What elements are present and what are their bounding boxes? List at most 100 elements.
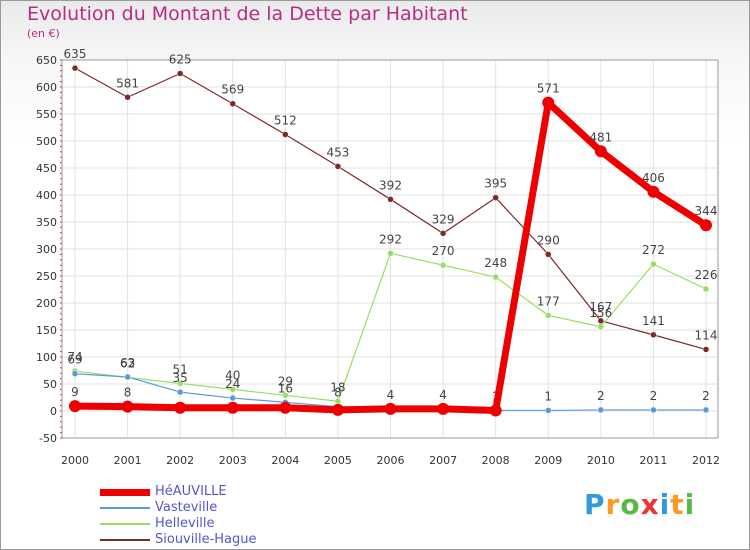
data-point-helleville — [492, 273, 499, 281]
data-label-helleville: 292 — [379, 232, 402, 246]
y-tick-label: 550 — [36, 108, 57, 121]
data-point-helleville — [702, 285, 710, 293]
x-tick-label: 2002 — [166, 454, 194, 467]
data-label-helleville: 270 — [432, 244, 455, 258]
y-tick-label: 200 — [36, 297, 57, 310]
data-point-h-auville — [331, 403, 344, 416]
data-label-vasteville: 69 — [67, 353, 82, 367]
y-tick-label: 300 — [36, 243, 57, 256]
data-point-vasteville — [71, 370, 79, 377]
data-label-helleville: 62 — [120, 357, 135, 371]
data-label-h-auville: 571 — [537, 82, 560, 96]
legend-swatch-heauville — [100, 489, 150, 496]
data-label-siouville-hague: 114 — [695, 328, 718, 342]
x-tick-label: 2011 — [639, 454, 667, 467]
data-label-vasteville: 4 — [439, 388, 447, 402]
data-point-vasteville — [176, 388, 184, 396]
data-point-h-auville — [647, 185, 660, 198]
data-point-h-auville — [594, 145, 607, 158]
data-point-helleville — [545, 312, 552, 319]
y-tick-label: 100 — [36, 351, 57, 364]
chart-title: Evolution du Montant de la Dette par Hab… — [27, 3, 468, 25]
data-point-siouville-hague — [229, 100, 236, 107]
data-label-helleville: 51 — [173, 362, 188, 376]
data-label-h-auville: 406 — [642, 171, 665, 185]
logo-letter: o — [620, 488, 641, 521]
data-point-siouville-hague — [176, 70, 184, 77]
data-label-siouville-hague: 625 — [169, 53, 192, 67]
unit-label: (en €) — [27, 27, 60, 40]
data-point-h-auville — [542, 96, 555, 109]
data-label-siouville-hague: 512 — [274, 114, 297, 128]
data-label-vasteville: 16 — [278, 381, 293, 395]
data-point-helleville — [282, 392, 289, 399]
data-label-h-auville: 9 — [71, 385, 79, 399]
x-tick-label: 2007 — [429, 454, 457, 467]
data-label-h-auville: 481 — [589, 130, 612, 144]
data-point-helleville — [176, 380, 184, 387]
data-label-siouville-hague: 581 — [116, 76, 139, 90]
y-tick-label: 50 — [43, 378, 57, 391]
logo-letter: i — [659, 488, 671, 521]
data-point-h-auville — [226, 401, 239, 414]
data-label-helleville: 40 — [225, 368, 240, 382]
data-point-siouville-hague — [71, 64, 79, 72]
data-label-helleville: 18 — [330, 380, 345, 394]
data-label-helleville: 248 — [484, 256, 507, 270]
data-label-helleville: 226 — [695, 268, 718, 282]
data-point-h-auville — [121, 400, 134, 413]
y-tick-label: 350 — [36, 216, 57, 229]
data-label-helleville: 29 — [278, 374, 293, 388]
data-label-helleville: 272 — [642, 243, 665, 257]
data-point-vasteville — [702, 406, 710, 414]
logo-letter: t — [670, 488, 685, 521]
data-label-siouville-hague: 392 — [379, 178, 402, 192]
data-point-siouville-hague — [439, 230, 447, 237]
data-point-helleville — [439, 261, 447, 269]
legend-swatch-helleville — [100, 523, 150, 525]
data-label-helleville: 156 — [589, 306, 612, 320]
data-label-siouville-hague: 635 — [64, 47, 87, 61]
data-label-vasteville: 63 — [120, 356, 135, 370]
data-point-h-auville — [384, 402, 397, 415]
logo-letter: i — [684, 488, 696, 521]
y-tick-label: 400 — [36, 189, 57, 202]
data-label-siouville-hague: 453 — [326, 145, 349, 159]
data-point-siouville-hague — [650, 331, 657, 339]
data-point-helleville — [597, 323, 605, 331]
data-point-siouville-hague — [702, 346, 710, 353]
data-point-siouville-hague — [545, 251, 552, 258]
data-label-h-auville: 344 — [695, 204, 718, 218]
data-point-siouville-hague — [334, 163, 342, 170]
data-label-siouville-hague: 569 — [221, 83, 244, 97]
data-point-helleville — [387, 250, 394, 257]
y-tick-label: 0 — [50, 405, 57, 418]
y-tick-label: 600 — [36, 81, 57, 94]
data-point-vasteville — [229, 394, 236, 402]
x-tick-label: 2003 — [219, 454, 247, 467]
x-tick-label: 2005 — [324, 454, 352, 467]
data-label-vasteville: 2 — [650, 389, 658, 403]
y-tick-label: 650 — [36, 54, 57, 67]
legend-label: Vasteville — [155, 500, 218, 515]
data-label-helleville: 177 — [537, 294, 560, 308]
y-tick-label: 500 — [36, 135, 57, 148]
data-point-vasteville — [650, 406, 657, 414]
data-point-siouville-hague — [124, 94, 131, 101]
data-point-vasteville — [545, 407, 552, 414]
x-tick-label: 2010 — [587, 454, 615, 467]
data-point-siouville-hague — [282, 131, 289, 138]
legend-swatch-siouville-hague — [100, 539, 150, 541]
data-label-vasteville: 2 — [597, 389, 605, 403]
data-label-siouville-hague: 329 — [432, 212, 455, 226]
data-point-helleville — [650, 260, 657, 268]
data-point-helleville — [229, 386, 236, 393]
y-tick-label: 150 — [36, 324, 57, 337]
x-tick-label: 2009 — [534, 454, 562, 467]
data-point-vasteville — [124, 373, 131, 381]
data-label-vasteville: 2 — [702, 389, 710, 403]
data-point-siouville-hague — [387, 196, 394, 203]
x-tick-label: 2004 — [271, 454, 299, 467]
data-label-vasteville: 4 — [387, 388, 395, 402]
